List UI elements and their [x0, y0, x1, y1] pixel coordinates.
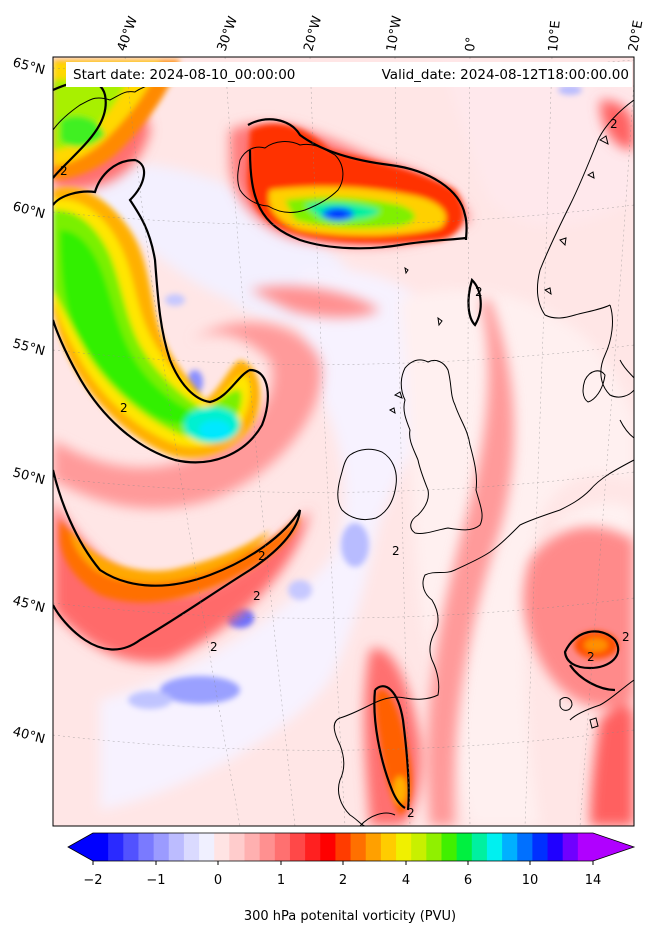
colorbar-segment: [456, 833, 473, 861]
lat-label-50n: 50°N: [11, 465, 47, 488]
longitude-labels: 40°W 30°W 20°W 10°W 0° 10°E 20°E: [115, 14, 647, 53]
colorbar-segment: [229, 833, 246, 861]
colorbar-tick-label: −2: [83, 873, 102, 888]
colorbar-segment: [305, 833, 321, 861]
colorbar-segment: [532, 833, 549, 861]
latitude-labels: 65°N 60°N 55°N 50°N 45°N 40°N: [11, 55, 47, 747]
lon-label-10w: 10°W: [384, 15, 405, 53]
contour-label: 2: [258, 549, 266, 563]
colorbar-tick-label: −1: [146, 873, 165, 888]
colorbar-segment: [199, 833, 215, 861]
colorbar-segment: [396, 833, 412, 861]
colorbar-min-arrow: [68, 833, 93, 861]
lat-label-45n: 45°N: [11, 593, 47, 616]
colorbar-segment: [411, 833, 427, 861]
contour-label: 2: [120, 401, 128, 415]
colorbar-segment: [350, 833, 367, 861]
lat-label-60n: 60°N: [11, 199, 47, 222]
colorbar-segment: [123, 833, 139, 861]
map-panel: 2 2 2 2 2 2 2 2 2 2 2: [53, 57, 634, 826]
contour-label: 2: [253, 589, 261, 603]
contour-label: 2: [475, 285, 483, 299]
colorbar: [67, 832, 636, 865]
contour-label: 2: [210, 640, 218, 654]
contour-label: 2: [392, 544, 400, 558]
colorbar-segment: [562, 833, 579, 861]
colorbar-segment: [244, 833, 261, 861]
contour-label: 2: [610, 117, 618, 131]
colorbar-segment: [380, 833, 397, 861]
colorbar-tick-label: 14: [585, 873, 602, 888]
continental-coast: [333, 459, 634, 826]
colorbar-segment: [365, 833, 382, 861]
britain-coast: [400, 359, 483, 534]
lon-label-20e: 20°E: [626, 19, 646, 52]
lat-label-65n: 65°N: [11, 55, 47, 78]
colorbar-segment: [214, 833, 230, 861]
greenland-coast: [53, 79, 161, 131]
contour-label: 2: [587, 650, 595, 664]
colorbar-segment: [335, 833, 352, 861]
colorbar-tick-label: 4: [402, 873, 410, 888]
negative-pv-patches: [128, 85, 582, 709]
colorbar-segment: [93, 833, 109, 861]
colorbar-segment: [502, 833, 518, 861]
colorbar-tick-label: 2: [339, 873, 347, 888]
norway-coast: [537, 99, 634, 319]
start-date-label: Start date: 2024-08-10_00:00:00: [73, 67, 295, 83]
colorbar-segment: [547, 833, 564, 861]
pv-2-contours: [53, 80, 620, 811]
colorbar-segment: [168, 833, 185, 861]
colorbar-segment: [471, 833, 488, 861]
ireland-coast: [337, 448, 397, 521]
contour-label: 2: [407, 806, 415, 820]
lon-label-20w: 20°W: [301, 14, 325, 53]
colorbar-segment: [486, 833, 503, 861]
colorbar-segment: [183, 833, 200, 861]
colorbar-segment: [259, 833, 276, 861]
colorbar-title: 300 hPa potenital vorticity (PVU): [244, 909, 456, 924]
lon-label-10e: 10°E: [546, 20, 564, 52]
colorbar-segment: [138, 833, 155, 861]
lon-label-0: 0°: [463, 36, 479, 52]
lon-label-40w: 40°W: [115, 14, 141, 53]
colorbar-tick-label: 6: [464, 873, 472, 888]
contour-label: 2: [622, 630, 630, 644]
high-pv-cores: [53, 60, 618, 815]
valid-date-label: Valid_date: 2024-08-12T18:00:00.00: [382, 67, 629, 83]
coastlines: [53, 79, 634, 826]
lat-label-55n: 55°N: [11, 336, 47, 359]
header-box: [66, 62, 632, 87]
colorbar-max-arrow: [593, 833, 634, 861]
colorbar-tick-label: 0: [214, 873, 222, 888]
colorbar-segment: [426, 833, 442, 861]
contour-labels: 2 2 2 2 2 2 2 2 2 2 2: [60, 117, 630, 820]
colorbar-segment: [517, 833, 533, 861]
colorbar-tick-label: 10: [522, 873, 539, 888]
map-frame: [52, 56, 635, 827]
colorbar-tick-label: 1: [277, 873, 285, 888]
denmark-coast: [582, 370, 606, 403]
lon-label-30w: 30°W: [215, 14, 241, 53]
colorbar-segment: [108, 833, 124, 861]
colorbar-segment: [320, 833, 336, 861]
colorbar-segment: [153, 833, 170, 861]
colorbar-segment: [441, 833, 458, 861]
lat-label-40n: 40°N: [11, 724, 47, 747]
colorbar-segment: [289, 833, 306, 861]
colorbar-ticks: −2 −1 0 1 2 4 6 10 14: [83, 873, 601, 888]
contour-label: 2: [60, 164, 68, 178]
iceland-coast: [237, 141, 344, 214]
colorbar-segment: [274, 833, 291, 861]
colorbar-segment: [577, 833, 594, 861]
